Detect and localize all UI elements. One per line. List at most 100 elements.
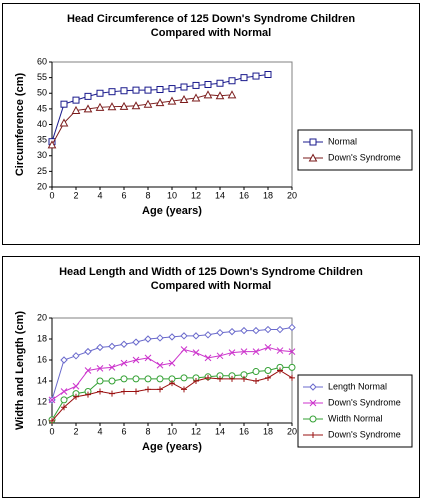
marker — [132, 86, 140, 94]
marker — [216, 79, 224, 87]
marker — [121, 388, 127, 395]
marker — [73, 393, 79, 400]
marker — [228, 77, 236, 85]
y-tick-label: 18 — [37, 333, 47, 343]
marker — [192, 81, 200, 89]
y-tick-label: 20 — [37, 312, 47, 322]
marker — [180, 374, 188, 382]
y-tick-label: 10 — [37, 417, 47, 427]
legend-label: Length Normal — [328, 381, 387, 391]
marker — [276, 347, 284, 354]
y-tick-label: 16 — [37, 354, 47, 364]
marker — [253, 378, 259, 384]
chart-title: Head Length and Width of 125 Down's Synd… — [59, 266, 363, 278]
x-tick-label: 6 — [121, 426, 126, 436]
x-tick-label: 14 — [215, 190, 225, 200]
marker — [72, 352, 80, 360]
y-tick-label: 45 — [37, 103, 47, 113]
y-tick-label: 40 — [37, 119, 47, 129]
marker — [228, 349, 236, 357]
marker — [180, 332, 188, 340]
marker — [308, 153, 318, 162]
marker — [168, 333, 176, 341]
marker — [264, 344, 272, 351]
marker — [167, 96, 177, 105]
marker — [144, 354, 152, 362]
x-tick-label: 2 — [73, 426, 78, 436]
marker — [72, 382, 80, 390]
x-tick-label: 12 — [191, 426, 201, 436]
marker — [96, 343, 104, 352]
marker — [84, 347, 92, 356]
marker — [72, 96, 80, 104]
x-tick-label: 6 — [121, 190, 126, 200]
marker — [288, 348, 296, 355]
x-tick-label: 8 — [145, 426, 150, 436]
marker — [289, 374, 295, 381]
y-tick-label: 55 — [37, 72, 47, 82]
marker — [60, 396, 68, 404]
marker — [309, 415, 317, 423]
marker — [252, 326, 260, 335]
marker — [144, 86, 152, 94]
marker — [144, 335, 152, 343]
marker — [216, 352, 224, 360]
x-tick-label: 4 — [97, 190, 102, 200]
y-axis-label: Circumference (cm) — [14, 73, 26, 177]
y-tick-label: 30 — [37, 150, 47, 160]
y-tick-label: 12 — [37, 396, 47, 406]
marker — [133, 388, 139, 395]
chart-title: Head Circumference of 125 Down's Syndrom… — [67, 13, 355, 25]
marker — [156, 86, 164, 93]
marker — [216, 328, 224, 337]
marker — [132, 338, 140, 346]
marker — [180, 83, 188, 91]
marker — [157, 386, 163, 393]
marker — [120, 359, 128, 367]
marker — [241, 375, 247, 382]
marker — [228, 327, 236, 336]
marker — [85, 391, 91, 398]
marker — [240, 348, 248, 355]
x-tick-label: 2 — [73, 190, 78, 200]
marker — [61, 404, 67, 411]
marker — [84, 367, 92, 374]
x-axis-label: Age (years) — [142, 205, 202, 217]
chart-title: Compared with Normal — [151, 280, 271, 292]
marker — [252, 348, 260, 355]
y-tick-label: 25 — [37, 166, 47, 176]
x-tick-label: 16 — [239, 190, 249, 200]
marker — [240, 74, 248, 82]
marker — [217, 375, 223, 382]
marker — [49, 417, 55, 424]
marker — [181, 386, 187, 393]
x-tick-label: 4 — [97, 426, 102, 436]
x-tick-label: 18 — [263, 190, 273, 200]
marker — [204, 81, 212, 88]
marker — [192, 332, 200, 340]
marker — [120, 87, 128, 95]
y-tick-label: 35 — [37, 135, 47, 145]
x-tick-label: 10 — [167, 426, 177, 436]
marker — [83, 104, 93, 113]
marker — [155, 98, 165, 107]
marker — [227, 90, 237, 99]
x-axis-label: Age (years) — [142, 441, 202, 453]
x-tick-label: 12 — [191, 190, 201, 200]
marker — [108, 88, 116, 96]
marker — [96, 365, 104, 372]
marker — [143, 99, 153, 108]
marker — [169, 380, 175, 387]
marker — [204, 331, 212, 339]
x-tick-label: 18 — [263, 426, 273, 436]
marker — [108, 377, 116, 385]
marker — [71, 105, 81, 114]
legend-label: Width Normal — [328, 413, 383, 423]
marker — [47, 140, 57, 149]
x-tick-label: 10 — [167, 190, 177, 200]
x-tick-label: 0 — [49, 426, 54, 436]
marker — [180, 346, 188, 353]
marker — [119, 101, 129, 110]
marker — [310, 432, 316, 438]
